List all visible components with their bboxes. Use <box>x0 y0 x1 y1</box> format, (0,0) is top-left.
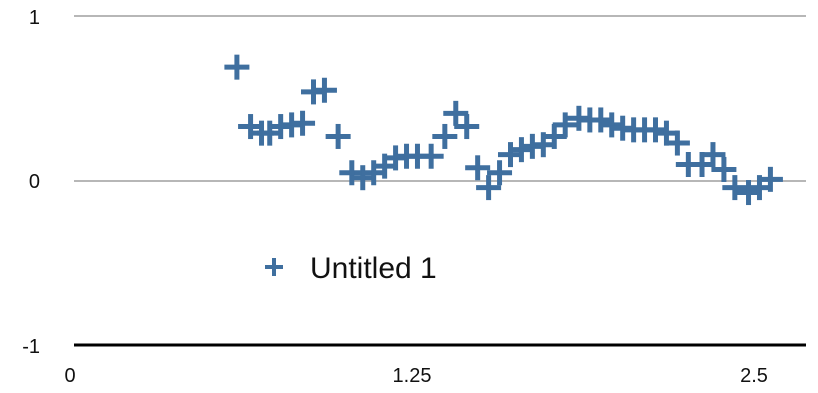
legend-plus-marker <box>265 258 283 276</box>
scatter-point <box>290 110 316 136</box>
y-tick-label: 0 <box>29 171 40 193</box>
x-tick-label: 1.25 <box>393 365 432 387</box>
scatter-point <box>689 152 715 177</box>
scatter-point <box>311 77 337 103</box>
scatter-point <box>653 120 679 146</box>
scatter-point <box>599 112 625 138</box>
scatter-point <box>541 123 567 149</box>
scatter-point <box>643 117 669 143</box>
scatter-point <box>700 142 726 168</box>
scatter-point <box>432 123 458 149</box>
legend-plus-icon <box>265 258 283 276</box>
scatter-point <box>418 143 444 169</box>
legend-label: Untitled 1 <box>310 252 437 285</box>
points-layer <box>224 54 783 206</box>
grid-layer <box>74 15 806 182</box>
scatter-point <box>508 137 534 163</box>
scatter-point <box>664 130 690 156</box>
scatter-point <box>224 54 250 80</box>
y-tick-label: -1 <box>22 336 40 358</box>
scatter-point <box>552 112 578 138</box>
y-tick-label: 1 <box>29 7 40 29</box>
x-tick-label: 0 <box>64 365 75 387</box>
scatter-point <box>325 123 351 149</box>
scatter-point <box>711 156 737 182</box>
scatter-point <box>722 175 748 201</box>
scatter-point <box>757 166 783 192</box>
scatter-point <box>454 114 480 140</box>
legend: Untitled 1 <box>265 252 437 285</box>
scatter-point <box>476 175 502 201</box>
axis-layer: 1 0 -1 0 1.25 2.5 <box>22 7 806 387</box>
scatter-point <box>465 155 491 181</box>
scatter-point <box>443 100 469 126</box>
scatter-point <box>487 160 513 186</box>
x-tick-label: 2.5 <box>740 365 768 387</box>
